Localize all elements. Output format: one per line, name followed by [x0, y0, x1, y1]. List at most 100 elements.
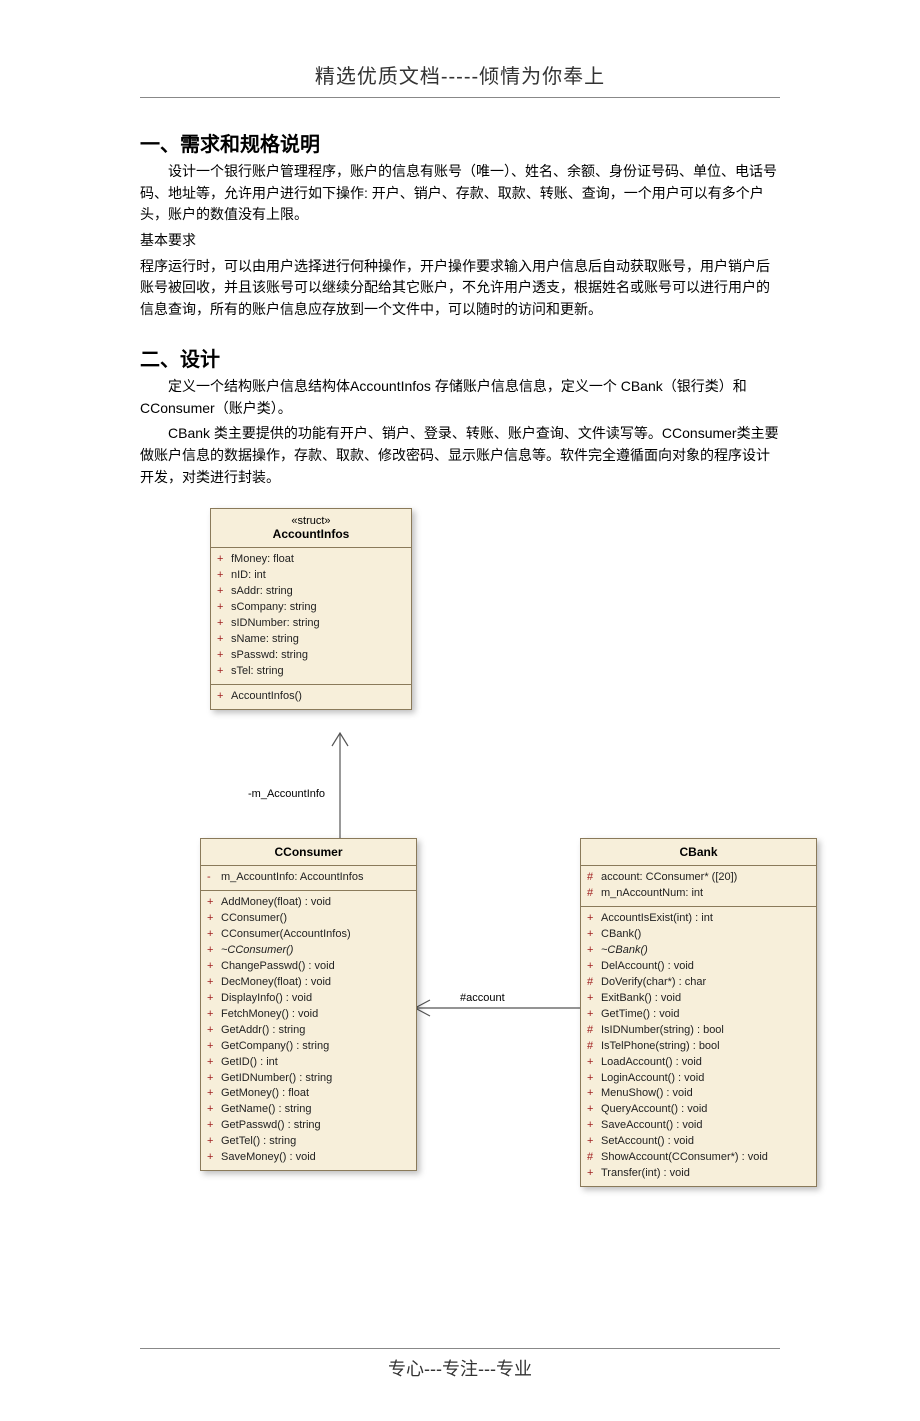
uml-member-row: +DecMoney(float) : void [207, 975, 410, 991]
uml-member-row: +GetCompany() : string [207, 1039, 410, 1055]
uml-visibility: # [587, 870, 601, 886]
uml-member-text: GetCompany() : string [221, 1039, 329, 1055]
uml-member-text: ChangePasswd() : void [221, 959, 335, 975]
uml-member-row: +GetIDNumber() : string [207, 1071, 410, 1087]
uml-member-row: +DelAccount() : void [587, 959, 810, 975]
uml-member-row: +AddMoney(float) : void [207, 895, 410, 911]
uml-member-text: FetchMoney() : void [221, 1007, 318, 1023]
uml-member-text: fMoney: float [231, 552, 294, 568]
assoc-label-account: #account [460, 992, 505, 1004]
page-footer: 专心---专注---专业 [140, 1348, 780, 1381]
uml-member-row: +GetID() : int [207, 1055, 410, 1071]
uml-member-text: GetName() : string [221, 1102, 311, 1118]
uml-member-text: ~CBank() [601, 943, 648, 959]
uml-visibility: + [587, 991, 601, 1007]
uml-visibility: + [207, 975, 221, 991]
uml-member-text: GetIDNumber() : string [221, 1071, 332, 1087]
uml-member-text: MenuShow() : void [601, 1086, 693, 1102]
uml-visibility: + [587, 1055, 601, 1071]
uml-member-row: +GetPasswd() : string [207, 1118, 410, 1134]
uml-visibility: + [207, 943, 221, 959]
uml-member-row: +sTel: string [217, 664, 405, 680]
uml-member-text: IsIDNumber(string) : bool [601, 1023, 724, 1039]
uml-visibility: + [207, 1039, 221, 1055]
uml-member-row: +LoginAccount() : void [587, 1071, 810, 1087]
uml-visibility: + [217, 616, 231, 632]
uml-title-cbank: CBank [581, 839, 816, 866]
uml-member-row: +sIDNumber: string [217, 616, 405, 632]
uml-name: CConsumer [274, 845, 342, 859]
uml-visibility: + [587, 911, 601, 927]
uml-ops-cconsumer: +AddMoney(float) : void+CConsumer()+CCon… [201, 891, 416, 1170]
uml-visibility: + [587, 1102, 601, 1118]
uml-visibility: # [587, 1039, 601, 1055]
uml-member-text: ExitBank() : void [601, 991, 681, 1007]
uml-member-text: sName: string [231, 632, 299, 648]
uml-member-row: #IsIDNumber(string) : bool [587, 1023, 810, 1039]
uml-member-row: +DisplayInfo() : void [207, 991, 410, 1007]
uml-name: CBank [679, 845, 717, 859]
uml-member-row: +GetName() : string [207, 1102, 410, 1118]
uml-visibility: + [207, 1055, 221, 1071]
uml-ops-accountinfos: +AccountInfos() [211, 685, 411, 709]
uml-member-text: m_nAccountNum: int [601, 886, 703, 902]
page-header: 精选优质文档-----倾情为你奉上 [140, 60, 780, 98]
uml-member-text: sPasswd: string [231, 648, 308, 664]
uml-member-row: +MenuShow() : void [587, 1086, 810, 1102]
uml-member-text: GetID() : int [221, 1055, 278, 1071]
uml-member-row: +fMoney: float [217, 552, 405, 568]
uml-member-row: #ShowAccount(CConsumer*) : void [587, 1150, 810, 1166]
uml-visibility: + [207, 1071, 221, 1087]
uml-member-row: #m_nAccountNum: int [587, 886, 810, 902]
uml-visibility: + [207, 1118, 221, 1134]
uml-visibility: + [587, 1134, 601, 1150]
uml-member-text: sTel: string [231, 664, 284, 680]
uml-title-accountinfos: «struct» AccountInfos [211, 509, 411, 548]
uml-member-row: +~CBank() [587, 943, 810, 959]
uml-member-row: +QueryAccount() : void [587, 1102, 810, 1118]
uml-member-text: DecMoney(float) : void [221, 975, 331, 991]
section1-p1: 设计一个银行账户管理程序，账户的信息有账号（唯一）、姓名、余额、身份证号码、单位… [140, 161, 780, 226]
uml-member-row: -m_AccountInfo: AccountInfos [207, 870, 410, 886]
uml-member-row: #account: CConsumer* ([20]) [587, 870, 810, 886]
uml-visibility: + [207, 1023, 221, 1039]
uml-member-row: +GetTel() : string [207, 1134, 410, 1150]
uml-visibility: + [207, 927, 221, 943]
uml-visibility: + [217, 552, 231, 568]
uml-member-text: ShowAccount(CConsumer*) : void [601, 1150, 768, 1166]
uml-visibility: + [207, 1086, 221, 1102]
uml-member-row: +sPasswd: string [217, 648, 405, 664]
uml-visibility: + [217, 689, 231, 705]
uml-visibility: + [217, 664, 231, 680]
uml-visibility: + [587, 1007, 601, 1023]
uml-class-cbank: CBank #account: CConsumer* ([20])#m_nAcc… [580, 838, 817, 1187]
uml-visibility: + [587, 943, 601, 959]
uml-visibility: + [217, 568, 231, 584]
uml-member-text: account: CConsumer* ([20]) [601, 870, 737, 886]
uml-visibility: + [587, 1071, 601, 1087]
uml-attrs-accountinfos: +fMoney: float+nID: int+sAddr: string+sC… [211, 548, 411, 685]
uml-member-text: DoVerify(char*) : char [601, 975, 706, 991]
uml-visibility: + [207, 991, 221, 1007]
uml-visibility: + [217, 600, 231, 616]
uml-visibility: + [587, 1118, 601, 1134]
uml-member-row: +CConsumer(AccountInfos) [207, 927, 410, 943]
section2-p2: CBank 类主要提供的功能有开户、销户、登录、转账、账户查询、文件读写等。CC… [140, 423, 780, 488]
uml-member-text: GetTel() : string [221, 1134, 296, 1150]
uml-member-text: sCompany: string [231, 600, 317, 616]
uml-member-text: AccountInfos() [231, 689, 302, 705]
assoc-label-m-accountinfo: -m_AccountInfo [248, 788, 325, 800]
uml-visibility: + [207, 911, 221, 927]
uml-visibility: + [207, 1150, 221, 1166]
uml-member-row: +SaveAccount() : void [587, 1118, 810, 1134]
uml-member-row: +AccountInfos() [217, 689, 405, 705]
uml-member-text: DisplayInfo() : void [221, 991, 312, 1007]
uml-visibility: + [207, 1102, 221, 1118]
uml-visibility: + [587, 1086, 601, 1102]
uml-title-cconsumer: CConsumer [201, 839, 416, 866]
uml-ops-cbank: +AccountIsExist(int) : int+CBank()+~CBan… [581, 907, 816, 1186]
uml-member-text: Transfer(int) : void [601, 1166, 690, 1182]
uml-member-row: +sName: string [217, 632, 405, 648]
uml-visibility: # [587, 975, 601, 991]
uml-member-text: SaveAccount() : void [601, 1118, 703, 1134]
